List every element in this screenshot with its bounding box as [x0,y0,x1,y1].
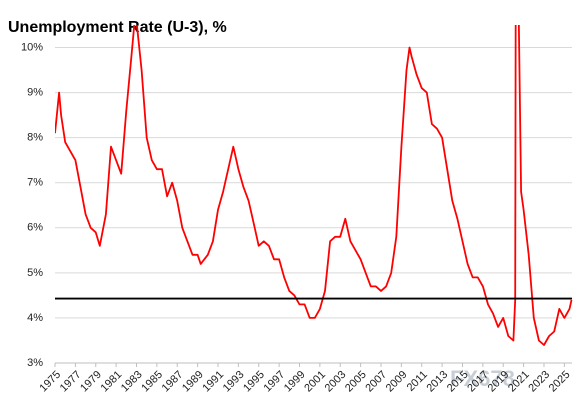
x-tick-label: 2009 [384,369,410,395]
x-tick-label: 1985 [139,369,165,395]
y-tick-label: 9% [27,87,43,99]
x-tick-label: 2003 [323,369,349,395]
x-tick-label: 2001 [302,369,328,395]
line-series [55,25,573,346]
plot-area [55,25,573,346]
x-tick-label: 2025 [547,369,573,395]
y-tick-label: 10% [21,41,43,53]
x-tick-label: 2011 [405,369,430,394]
y-tick-label: 4% [27,312,43,324]
x-tick-label: 1995 [241,369,267,395]
y-tick-label: 3% [27,357,43,369]
x-tick-label: 2005 [343,369,369,395]
x-tick-label: 1983 [119,369,145,395]
x-tick-label: 1999 [282,369,308,395]
x-tick-label: 1991 [200,369,226,395]
x-tick-label: 1989 [180,369,206,395]
x-tick-label: 1997 [261,369,287,395]
x-tick-label: 1975 [37,369,63,395]
y-tick-label: 8% [27,132,43,144]
x-tick-label: 2007 [363,369,389,395]
x-tick-label: 1977 [58,369,84,395]
x-tick-label: 2023 [526,369,552,395]
chart-title: Unemployment Rate (U-3), % [8,19,227,36]
x-tick-label: 1993 [221,369,247,395]
x-tick-label: 1979 [78,369,104,395]
x-tick-label: 2013 [424,369,450,395]
x-tick-label: 1981 [99,369,125,395]
y-tick-label: 6% [27,222,43,234]
x-tick-label: 1987 [160,369,186,395]
watermark: FX678 [450,366,515,391]
y-tick-label: 7% [27,177,43,189]
y-tick-label: 5% [27,267,43,279]
